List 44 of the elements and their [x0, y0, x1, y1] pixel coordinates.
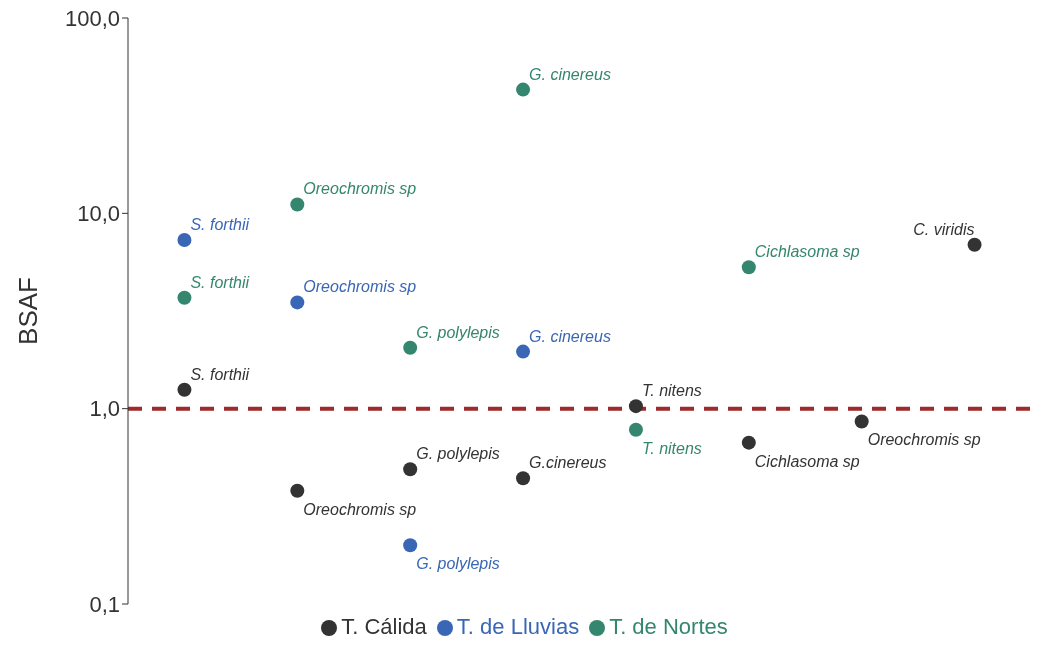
y-axis-title: BSAF — [13, 277, 44, 345]
point — [967, 237, 982, 252]
point — [516, 471, 531, 486]
point — [177, 290, 192, 305]
point — [403, 538, 418, 553]
point — [403, 340, 418, 355]
y-tick-label: 100,0 — [64, 5, 120, 31]
legend-label: T. de Nortes — [609, 614, 728, 639]
data-label: T. nitens — [641, 439, 702, 457]
data-label: C. viridis — [913, 220, 975, 238]
y-tick-label: 0,1 — [89, 591, 120, 617]
y-tick-label: 1,0 — [89, 396, 120, 422]
point — [516, 82, 531, 97]
point — [741, 260, 756, 275]
data-label: S. forthii — [190, 216, 250, 234]
data-label: Oreochromis sp — [303, 500, 417, 518]
data-label: Cichlasoma sp — [754, 452, 860, 470]
data-label: G. polylepis — [416, 445, 500, 463]
data-label: G. cinereus — [529, 327, 611, 345]
data-label: Oreochromis sp — [303, 278, 417, 296]
y-tick-label: 10,0 — [77, 201, 120, 227]
point — [177, 233, 192, 248]
data-label: Cichlasoma sp — [754, 243, 860, 261]
legend-label: T. Cálida — [341, 614, 427, 639]
data-label: T. nitens — [641, 382, 702, 400]
data-label: G.cinereus — [529, 454, 607, 472]
data-label: S. forthii — [190, 365, 250, 383]
data-label: G. polylepis — [416, 555, 500, 573]
point — [177, 382, 192, 397]
point — [854, 414, 869, 429]
data-label: Oreochromis sp — [303, 180, 417, 198]
point — [290, 197, 305, 212]
point — [628, 422, 643, 437]
data-label: G. cinereus — [529, 65, 611, 83]
point — [403, 462, 418, 477]
data-label: G. polylepis — [416, 323, 500, 341]
point — [290, 483, 305, 498]
point — [516, 344, 531, 359]
point — [741, 435, 756, 450]
point — [628, 399, 643, 414]
point — [290, 295, 305, 310]
data-label: Oreochromis sp — [867, 431, 981, 449]
legend-label: T. de Lluvias — [456, 614, 580, 639]
data-label: S. forthii — [190, 273, 250, 291]
